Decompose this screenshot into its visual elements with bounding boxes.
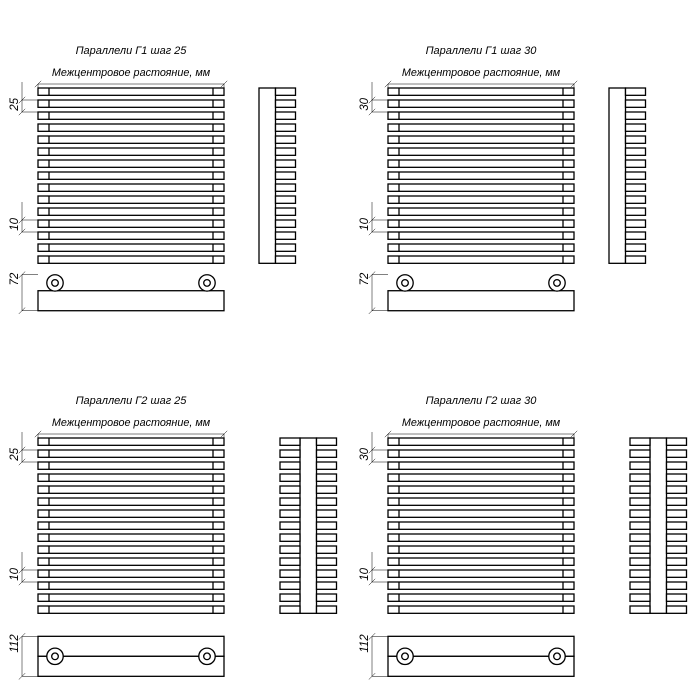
- svg-text:Параллели Г2 шаг 30: Параллели Г2 шаг 30: [426, 395, 538, 407]
- svg-text:10: 10: [9, 217, 21, 230]
- svg-text:Межцентровое растояние, мм: Межцентровое растояние, мм: [52, 417, 211, 429]
- svg-text:25: 25: [9, 97, 21, 111]
- svg-text:Межцентровое растояние, мм: Межцентровое растояние, мм: [52, 67, 211, 79]
- svg-text:Параллели Г1 шаг 30: Параллели Г1 шаг 30: [426, 45, 538, 57]
- svg-text:10: 10: [9, 567, 21, 580]
- svg-text:Параллели Г2 шаг 25: Параллели Г2 шаг 25: [76, 395, 188, 407]
- svg-text:10: 10: [359, 567, 371, 580]
- svg-text:30: 30: [359, 97, 371, 110]
- svg-text:Межцентровое растояние, мм: Межцентровое растояние, мм: [402, 417, 561, 429]
- svg-text:112: 112: [9, 634, 21, 653]
- svg-text:112: 112: [359, 634, 371, 653]
- svg-text:72: 72: [9, 272, 21, 285]
- svg-text:30: 30: [359, 447, 371, 460]
- svg-text:10: 10: [359, 217, 371, 230]
- svg-text:25: 25: [9, 447, 21, 461]
- svg-text:Межцентровое растояние, мм: Межцентровое растояние, мм: [402, 67, 561, 79]
- svg-text:Параллели Г1 шаг 25: Параллели Г1 шаг 25: [76, 45, 188, 57]
- svg-text:72: 72: [359, 272, 371, 285]
